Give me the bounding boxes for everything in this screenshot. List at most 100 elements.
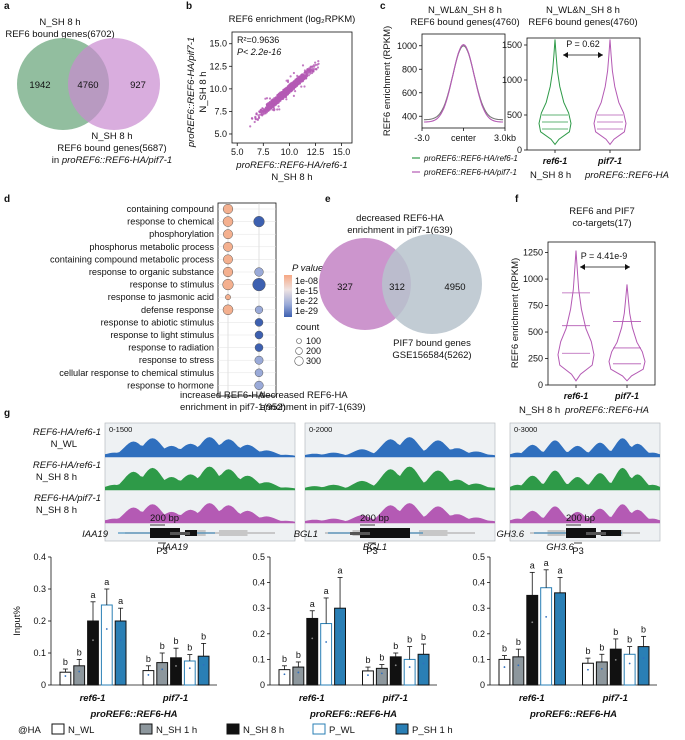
scatter-point [317,60,320,63]
track-label-line1: REF6-HA/pif7-1 [34,493,101,504]
dotplot-xlabel-right-2: enrichment in pif7-1(639) [260,402,366,413]
scatter-point [303,71,306,74]
violin-f-ylabel: REF6 enrichment (RPKM) [510,258,521,368]
scatter-point [297,77,301,80]
scatter-point [281,94,284,97]
dotplot-count-title: count [296,322,320,333]
scatter-point [285,98,288,101]
scatter-point [300,85,303,88]
significance-letter: a [310,599,315,609]
scatter-point [297,82,300,85]
dot-decreased [254,380,264,390]
scatter-point [300,73,303,77]
bar-group-label: pif7-1 [602,693,628,704]
y-tick-label: 0.5 [472,552,485,562]
significance-letter: b [585,646,590,656]
venn-a-title-2: REF6 bound genes(6702) [5,29,114,40]
replicate-point [119,639,122,642]
gene-structure-exon [360,528,410,538]
bar-group-label: ref6-1 [299,693,325,704]
scatter-point [286,91,289,94]
scatter-point [299,78,302,81]
bar-ylabel: Input% [12,606,23,636]
profile-frame [421,33,506,129]
bar-N_WL [142,670,155,686]
significance-letter: b [146,654,151,664]
bar-N_SH-1-h [156,662,169,686]
arrowhead [580,264,585,270]
gene-structure-exon [185,530,197,536]
venn-e-bottom-1: PIF7 bound genes [393,338,471,349]
scatter-point [287,80,290,84]
go-term-label: response to organic substance [89,267,214,277]
primer-label: P3 [366,546,378,557]
y-tick-label: 0.4 [33,552,46,562]
scatter-point [312,70,315,73]
significance-letter: b [365,655,370,665]
bar-footer: proREF6::REF6-HA [89,709,177,720]
scatter-point [291,82,294,85]
panel-label-f: f [515,194,519,205]
track-label-line2: N_SH 8 h [36,472,77,483]
legend-swatch [226,723,240,735]
go-term-label: response to abiotic stimulus [101,317,215,327]
pvalue-legend-label: 1e-22 [295,296,318,306]
scatter-point [251,117,254,120]
dot-increased [222,279,234,291]
go-term-label: response to stress [139,355,214,365]
violin-c-footer-2: proREF6::REF6-HA [584,170,669,181]
scatter-point [309,67,312,70]
violin-f-title-1: REF6 and PIF7 [569,206,634,217]
scatter-point [281,97,284,100]
scatter-point [300,80,303,83]
scatter-point [256,118,259,121]
y-tick-label: 1000 [502,75,522,85]
coverage-track [510,438,660,457]
scatter-point [273,98,276,101]
scatter-point [265,103,268,106]
venn-a-bottom-2: REF6 bound genes(5687) [57,143,166,154]
y-tick-label: 1500 [502,40,522,50]
violin-f-ref6-1 [557,250,595,382]
scatter-xlabel-2: N_SH 8 h [271,172,312,183]
arrowhead [563,52,568,58]
pvalue-legend-label: 1e-08 [295,276,318,286]
scatter-point [249,125,252,128]
scatter-point [277,105,280,108]
y-tick-label: 0.5 [252,552,265,562]
significance-letter: b [627,635,632,645]
replicate-point [642,657,645,660]
bar-P_WL [623,653,636,686]
scatter-point [270,101,273,104]
dot-decreased [254,267,264,277]
legend-swatch [312,723,326,735]
replicate-point [147,674,150,676]
gene-model-exon [419,530,448,536]
replicate-point [422,662,425,665]
dotplot-xlabel-right-1: decreased REF6-HA [260,390,348,401]
scatter-point [253,120,256,124]
scatter-point [288,83,291,86]
replicate-point [531,621,534,624]
bar-N_WL [278,669,291,686]
scatter-point [275,96,278,99]
profile-legend-2: proREF6::REF6-HA/pif7-1 [423,168,517,177]
gene-structure-exon [601,530,621,536]
scatter-point [269,105,272,108]
dot-decreased [254,305,264,314]
violin-c-p: P = 0.62 [566,39,600,49]
scatter-point [294,79,298,82]
y-tick-label: 1000 [523,274,543,284]
venn-a-bottom-3: in proREF6::REF6-HA/pif7-1 [52,155,172,166]
replicate-point [202,663,205,666]
dot-decreased [254,355,264,365]
bar-N_SH-1-h [292,666,305,686]
scatter-point [313,65,316,68]
bar-N_SH-1-h [375,667,388,686]
scatter-point [303,85,306,88]
replicate-point [78,670,81,673]
scale-bar-label: 200 bp [360,513,389,524]
legend-label: N_SH 1 h [156,725,197,736]
y-tick-label: 0.4 [252,578,265,588]
violin-c-frame [526,37,641,151]
